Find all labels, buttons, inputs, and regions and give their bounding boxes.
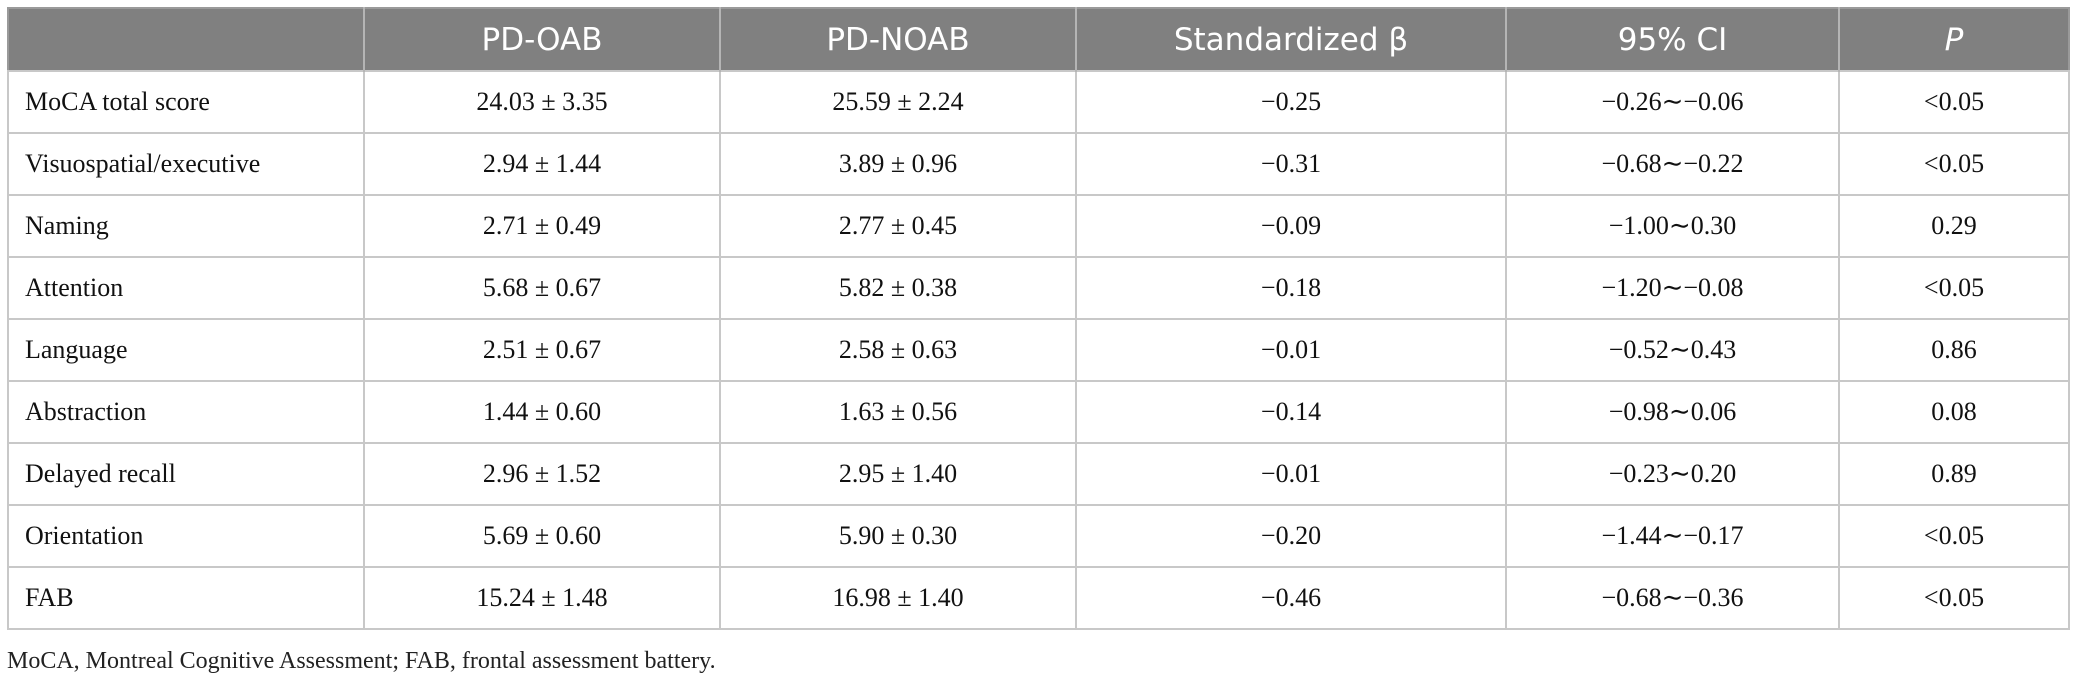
cell: 0.86 [1838, 318, 2070, 382]
row-label: Visuospatial/executive [7, 132, 365, 196]
cell: −0.09 [1075, 194, 1507, 258]
cell: −0.68∼−0.36 [1505, 566, 1840, 630]
cell: 25.59 ± 2.24 [719, 70, 1077, 134]
cell: <0.05 [1838, 256, 2070, 320]
cell: −1.00∼0.30 [1505, 194, 1840, 258]
cell: 2.94 ± 1.44 [363, 132, 721, 196]
table-row: Language 2.51 ± 0.67 2.58 ± 0.63 −0.01 −0.52… [7, 318, 2070, 382]
cell: <0.05 [1838, 566, 2070, 630]
cell: −1.20∼−0.08 [1505, 256, 1840, 320]
cell: −0.01 [1075, 318, 1507, 382]
cell: <0.05 [1838, 132, 2070, 196]
cell: 2.96 ± 1.52 [363, 442, 721, 506]
footnote: MoCA, Montreal Cognitive Assessment; FAB… [7, 648, 716, 674]
cell: 15.24 ± 1.48 [363, 566, 721, 630]
cell: 2.95 ± 1.40 [719, 442, 1077, 506]
row-label: Naming [7, 194, 365, 258]
cell: −0.68∼−0.22 [1505, 132, 1840, 196]
row-label: MoCA total score [7, 70, 365, 134]
cell: 0.89 [1838, 442, 2070, 506]
column-header: Standardized β [1075, 8, 1506, 71]
column-header: PD-OAB [363, 8, 720, 71]
cell: −0.31 [1075, 132, 1507, 196]
header-row: PD-OAB PD-NOAB Standardized β 95% CI P [8, 8, 2069, 71]
cell: <0.05 [1838, 70, 2070, 134]
table-row: FAB 15.24 ± 1.48 16.98 ± 1.40 −0.46 −0.68∼−0… [7, 566, 2070, 630]
row-label: Orientation [7, 504, 365, 568]
cell: −0.46 [1075, 566, 1507, 630]
row-label: Delayed recall [7, 442, 365, 506]
cell: 2.58 ± 0.63 [719, 318, 1077, 382]
cell: 3.89 ± 0.96 [719, 132, 1077, 196]
row-label: Language [7, 318, 365, 382]
cell: 1.63 ± 0.56 [719, 380, 1077, 444]
cell: 2.77 ± 0.45 [719, 194, 1077, 258]
cell: 16.98 ± 1.40 [719, 566, 1077, 630]
column-header: P [1838, 8, 2069, 71]
cell: 5.69 ± 0.60 [363, 504, 721, 568]
table-row: Abstraction 1.44 ± 0.60 1.63 ± 0.56 −0.14 −0… [7, 380, 2070, 444]
table-body: MoCA total score 24.03 ± 3.35 25.59 ± 2.24… [7, 70, 2070, 630]
cell: 2.51 ± 0.67 [363, 318, 721, 382]
table-row: MoCA total score 24.03 ± 3.35 25.59 ± 2.24… [7, 70, 2070, 134]
column-header: 95% CI [1505, 8, 1839, 71]
cell: 24.03 ± 3.35 [363, 70, 721, 134]
cell: −0.01 [1075, 442, 1507, 506]
cell: −0.26∼−0.06 [1505, 70, 1840, 134]
cell: 2.71 ± 0.49 [363, 194, 721, 258]
cell: −0.98∼0.06 [1505, 380, 1840, 444]
cell: 0.29 [1838, 194, 2070, 258]
cell: −0.52∼0.43 [1505, 318, 1840, 382]
cell: 5.68 ± 0.67 [363, 256, 721, 320]
table-row: Attention 5.68 ± 0.67 5.82 ± 0.38 −0.18 −1.2… [7, 256, 2070, 320]
cell: −0.14 [1075, 380, 1507, 444]
column-header [8, 8, 364, 71]
row-label: Attention [7, 256, 365, 320]
cell: 5.82 ± 0.38 [719, 256, 1077, 320]
cell: −0.18 [1075, 256, 1507, 320]
results-table: PD-OAB PD-NOAB Standardized β 95% CI P MoCA … [7, 7, 2070, 630]
cell: 0.08 [1838, 380, 2070, 444]
table-row: Delayed recall 2.96 ± 1.52 2.95 ± 1.40 −0.0… [7, 442, 2070, 506]
row-label: Abstraction [7, 380, 365, 444]
cell: 1.44 ± 0.60 [363, 380, 721, 444]
table-row: Orientation 5.69 ± 0.60 5.90 ± 0.30 −0.20 −1… [7, 504, 2070, 568]
cell: −1.44∼−0.17 [1505, 504, 1840, 568]
column-header: PD-NOAB [719, 8, 1076, 71]
row-label: FAB [7, 566, 365, 630]
table-row: Visuospatial/executive 2.94 ± 1.44 3.89 ± … [7, 132, 2070, 196]
table-row: Naming 2.71 ± 0.49 2.77 ± 0.45 −0.09 −1.00∼0… [7, 194, 2070, 258]
cell: −0.25 [1075, 70, 1507, 134]
cell: −0.23∼0.20 [1505, 442, 1840, 506]
cell: 5.90 ± 0.30 [719, 504, 1077, 568]
cell: −0.20 [1075, 504, 1507, 568]
cell: <0.05 [1838, 504, 2070, 568]
